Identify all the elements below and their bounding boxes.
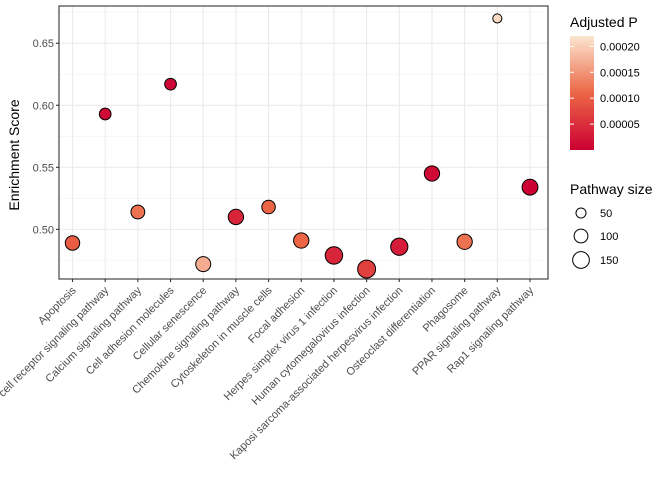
size-legend-label: 100 xyxy=(600,231,618,243)
colorbar-label: 0.00010 xyxy=(600,93,640,105)
color-legend-bar: 0.00005 0.00010 0.00015 0.00020 xyxy=(570,36,640,150)
data-point xyxy=(195,256,212,273)
data-point xyxy=(130,204,146,220)
data-point xyxy=(456,233,473,250)
size-legend-keys: 50 100 150 xyxy=(572,207,618,269)
x-tick-label: Human cytomegalovirus infection xyxy=(250,285,373,408)
data-point xyxy=(164,77,177,91)
y-axis-title: Enrichment Score xyxy=(6,99,22,210)
colorbar-label: 0.00015 xyxy=(600,67,640,79)
data-point xyxy=(423,165,441,182)
y-tick-label: 0.55 xyxy=(33,162,54,174)
data-point xyxy=(521,178,539,196)
y-tick-label: 0.65 xyxy=(33,38,54,50)
size-legend-label: 50 xyxy=(600,208,612,220)
data-point xyxy=(324,246,344,265)
size-legend-circle xyxy=(573,228,589,244)
panel-border xyxy=(58,5,549,280)
color-legend-title: Adjusted P xyxy=(570,14,638,30)
data-point xyxy=(357,259,377,279)
data-point xyxy=(293,232,310,249)
data-point xyxy=(390,237,409,256)
y-axis: 0.50 0.55 0.60 0.65 xyxy=(33,38,59,236)
colorbar-label: 0.00020 xyxy=(600,41,640,53)
size-legend-circle xyxy=(572,251,590,269)
size-legend-circle xyxy=(575,207,587,219)
data-point xyxy=(98,107,112,121)
legends: Adjusted P 0.000050.000100.000150.00020 … xyxy=(570,14,653,269)
data-point xyxy=(492,13,503,24)
colorbar-gradient xyxy=(570,36,594,150)
size-legend-title: Pathway size xyxy=(570,181,653,197)
y-tick-label: 0.50 xyxy=(33,224,54,236)
size-legend-label: 150 xyxy=(600,255,618,267)
y-tick-label: 0.60 xyxy=(33,100,54,112)
data-point xyxy=(227,208,245,226)
plot-area xyxy=(58,5,549,280)
data-point xyxy=(64,235,81,251)
x-tick-label: Focal adhesion xyxy=(246,285,307,346)
data-point xyxy=(261,199,276,215)
colorbar-label: 0.00005 xyxy=(600,119,640,131)
